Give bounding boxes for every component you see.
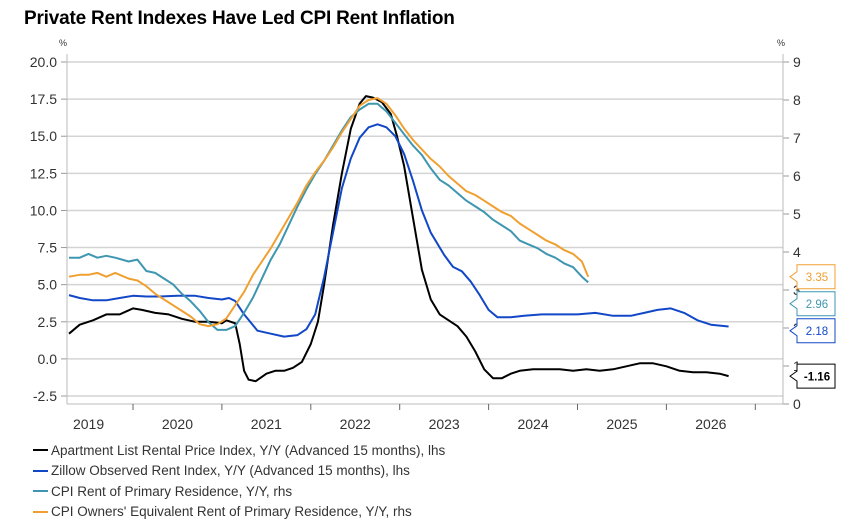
left-tick-label: 20.0 xyxy=(30,54,57,70)
legend-item: CPI Owners' Equivalent Rent of Primary R… xyxy=(33,502,445,523)
right-tick-label: 4 xyxy=(793,244,801,260)
value-label-box xyxy=(789,363,836,389)
left-axis-unit: % xyxy=(59,38,67,48)
series-line-1 xyxy=(68,123,729,338)
legend-swatch xyxy=(33,449,48,452)
x-tick-label: 2022 xyxy=(340,416,371,432)
x-tick-label: 2026 xyxy=(695,416,726,432)
legend-label: Zillow Observed Rent Index, Y/Y (Advance… xyxy=(51,463,410,479)
value-label-text: 2.18 xyxy=(806,326,828,338)
left-tick-label: -2.5 xyxy=(33,388,57,404)
series-line-3 xyxy=(68,97,590,328)
legend-label: CPI Owners' Equivalent Rent of Primary R… xyxy=(51,504,412,520)
legend-label: Apartment List Rental Price Index, Y/Y (… xyxy=(51,442,446,458)
legend-swatch xyxy=(33,490,48,493)
legend-label: CPI Rent of Primary Residence, Y/Y, rhs xyxy=(51,483,293,499)
left-tick-label: 10.0 xyxy=(30,202,57,218)
legend-swatch xyxy=(33,510,48,513)
value-label-box xyxy=(789,318,836,344)
left-tick-label: 12.5 xyxy=(30,165,57,181)
x-tick-label: 2024 xyxy=(517,416,548,432)
right-axis-unit: % xyxy=(777,38,785,48)
value-label-0: -1.16 xyxy=(789,363,836,389)
value-label-text: 2.96 xyxy=(806,299,828,311)
value-labels: 3.35 2.96 2.18 -1.16 xyxy=(789,264,836,389)
legend: Apartment List Rental Price Index, Y/Y (… xyxy=(33,440,445,522)
legend-item: Apartment List Rental Price Index, Y/Y (… xyxy=(33,440,445,461)
right-tick-label: 3 xyxy=(793,282,801,298)
left-tick-label: 0.0 xyxy=(38,351,58,367)
left-tick-label: 5.0 xyxy=(38,277,58,293)
left-tick-label: 15.0 xyxy=(30,128,57,144)
right-tick-label: 9 xyxy=(793,54,801,70)
value-label-box xyxy=(789,264,836,290)
right-tick-label: 8 xyxy=(793,92,801,108)
right-tick-label: 6 xyxy=(793,168,801,184)
legend-item: Zillow Observed Rent Index, Y/Y (Advance… xyxy=(33,461,445,482)
legend-item: CPI Rent of Primary Residence, Y/Y, rhs xyxy=(33,481,445,502)
x-tick-label: 2020 xyxy=(162,416,193,432)
value-label-text: -1.16 xyxy=(804,372,830,384)
right-tick-label: 5 xyxy=(793,206,801,222)
gridlines xyxy=(67,61,783,397)
legend-swatch xyxy=(33,469,48,472)
x-tick-label: 2021 xyxy=(251,416,282,432)
right-tick-label: 7 xyxy=(793,130,801,146)
series-line-0 xyxy=(68,95,729,383)
chart-title: Private Rent Indexes Have Led CPI Rent I… xyxy=(24,8,455,29)
value-label-2: 2.96 xyxy=(789,291,836,317)
value-label-box xyxy=(789,291,836,317)
value-label-text: 3.35 xyxy=(806,272,828,284)
left-tick-label: 7.5 xyxy=(38,240,58,256)
x-tick-label: 2023 xyxy=(429,416,460,432)
chart-area: 20.0 17.5 15.0 12.5 10.0 7.5 5.0 2.5 0.0 -2.5 9 8 7 6… xyxy=(30,38,836,432)
value-label-3: 3.35 xyxy=(789,264,836,290)
value-label-1: 2.18 xyxy=(789,318,836,344)
axes: 20.0 17.5 15.0 12.5 10.0 7.5 5.0 2.5 0.0 -2.5 9 8 7 6… xyxy=(30,38,801,432)
right-tick-label: 0 xyxy=(793,396,801,412)
x-tick-label: 2019 xyxy=(73,416,104,432)
left-tick-label: 2.5 xyxy=(38,314,58,330)
x-tick-label: 2025 xyxy=(606,416,637,432)
series-lines xyxy=(68,95,729,383)
left-tick-label: 17.5 xyxy=(30,91,57,107)
